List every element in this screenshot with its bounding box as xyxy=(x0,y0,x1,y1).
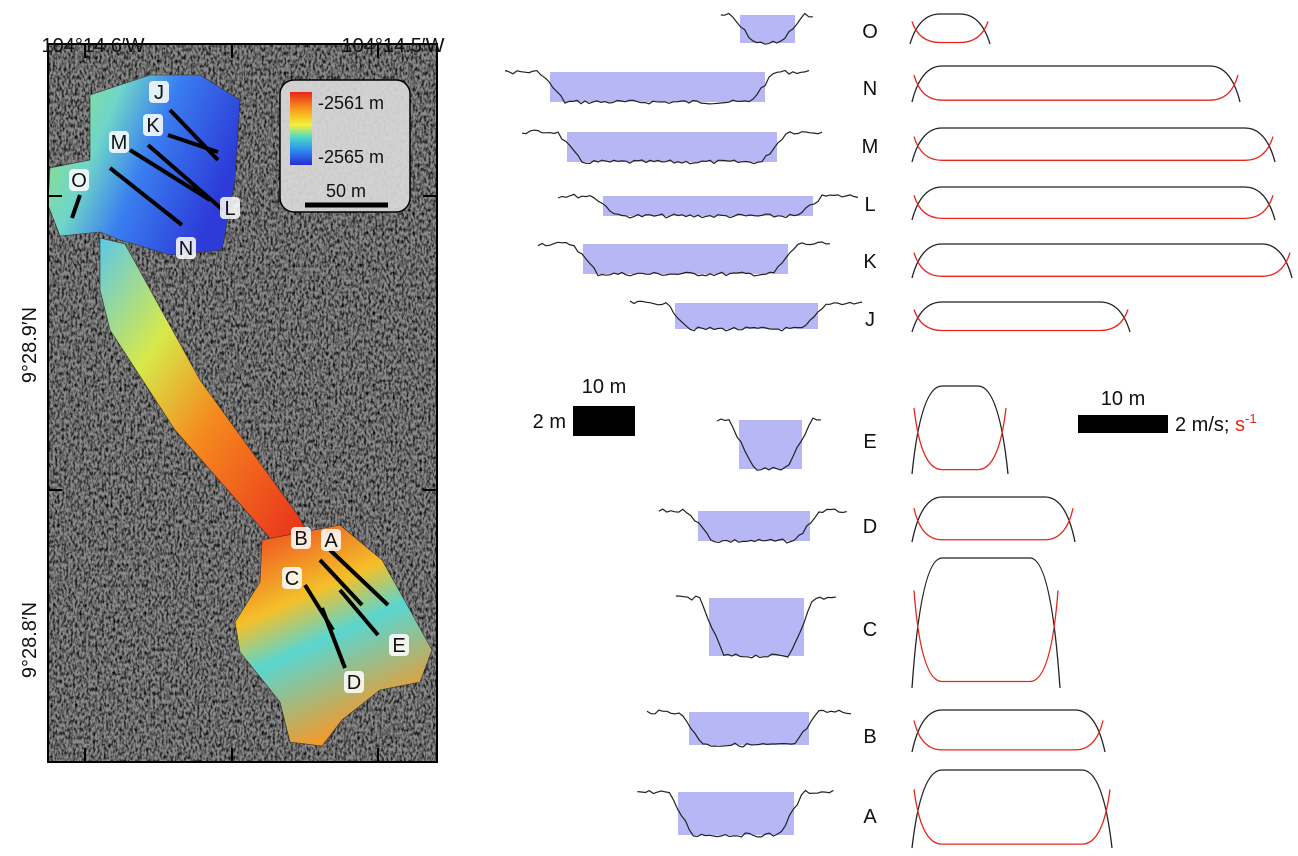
velocity-curve xyxy=(912,386,1008,474)
section-label: K xyxy=(146,115,160,137)
shear-curve xyxy=(914,790,1110,845)
scale-label: 50 m xyxy=(326,181,366,201)
scale-label: 10 m xyxy=(1101,388,1145,410)
y-label: 9°28.9′N xyxy=(19,307,41,383)
channel-box xyxy=(689,712,809,745)
channel-box xyxy=(603,196,813,216)
profile-label: B xyxy=(863,726,876,748)
section-label: M xyxy=(111,132,128,154)
shear-curve xyxy=(914,310,1128,331)
legend-bottom: -2565 m xyxy=(318,147,384,167)
shear-curve xyxy=(914,195,1273,218)
profile-label: C xyxy=(863,619,877,641)
scale-label: 2 m xyxy=(533,411,566,433)
velocity-curve xyxy=(912,558,1060,688)
profile-label: N xyxy=(863,78,877,100)
channel-box xyxy=(550,72,765,102)
profile-label: J xyxy=(865,309,875,331)
legend-top: -2561 m xyxy=(318,93,384,113)
section-label: N xyxy=(179,238,193,260)
channel-box xyxy=(739,420,802,469)
map: 104°14.6′W 104°14.5′W 9°28.9′N 9°28.8′N … xyxy=(19,35,445,762)
profile-label: D xyxy=(863,516,877,538)
shear-curve xyxy=(914,253,1290,277)
figure: 104°14.6′W 104°14.5′W 9°28.9′N 9°28.8′N … xyxy=(0,0,1298,851)
profile-label: M xyxy=(862,136,879,158)
x-label: 104°14.6′W xyxy=(42,35,145,57)
y-label: 9°28.8′N xyxy=(19,602,41,678)
profile-label: E xyxy=(863,431,876,453)
channel-box xyxy=(567,132,777,162)
shear-curve xyxy=(914,508,1073,540)
scale-label: 10 m xyxy=(582,376,626,398)
shear-curve xyxy=(914,75,1238,100)
section-label: L xyxy=(224,198,235,220)
profile-label: A xyxy=(863,806,877,828)
section-label: A xyxy=(324,530,338,552)
profile-label: K xyxy=(863,251,877,273)
velocity-curve xyxy=(912,66,1240,102)
scale-label: 2 m/s; s-1 xyxy=(1175,411,1257,436)
velocity-curve xyxy=(912,128,1275,162)
section-label: E xyxy=(392,635,405,657)
velocity-curve xyxy=(910,14,990,44)
velocity-curve xyxy=(912,497,1075,542)
x-label: 104°14.5′W xyxy=(342,35,445,57)
channel-box xyxy=(709,598,804,656)
scale-bars: 10 m 2 m 10 m 2 m/s; s-1 xyxy=(533,376,1257,436)
legend: -2561 m -2565 m 50 m xyxy=(280,80,410,212)
section-label: B xyxy=(294,528,307,550)
channel-box xyxy=(583,244,788,274)
shear-curve xyxy=(914,721,1103,750)
section-label: D xyxy=(347,672,361,694)
profile-label: O xyxy=(862,21,878,43)
profile-label: L xyxy=(864,194,875,216)
velocity-curve xyxy=(912,710,1105,752)
section-label: J xyxy=(154,82,164,104)
channel-box xyxy=(675,303,818,329)
velocity-curve xyxy=(912,244,1292,278)
velocity-curve xyxy=(912,302,1130,332)
shear-curve xyxy=(914,137,1273,161)
channel-box xyxy=(740,15,795,43)
channel-box xyxy=(698,511,810,541)
shear-curve xyxy=(914,591,1058,682)
velocity-curve xyxy=(912,187,1275,220)
section-label: O xyxy=(71,170,87,192)
velocity-curve xyxy=(912,770,1112,848)
shear-curve xyxy=(912,22,988,43)
section-label: C xyxy=(285,568,299,590)
page: 104°14.6′W 104°14.5′W 9°28.9′N 9°28.8′N … xyxy=(0,0,1298,856)
channel-box xyxy=(678,792,794,835)
shear-curve xyxy=(914,408,1006,470)
